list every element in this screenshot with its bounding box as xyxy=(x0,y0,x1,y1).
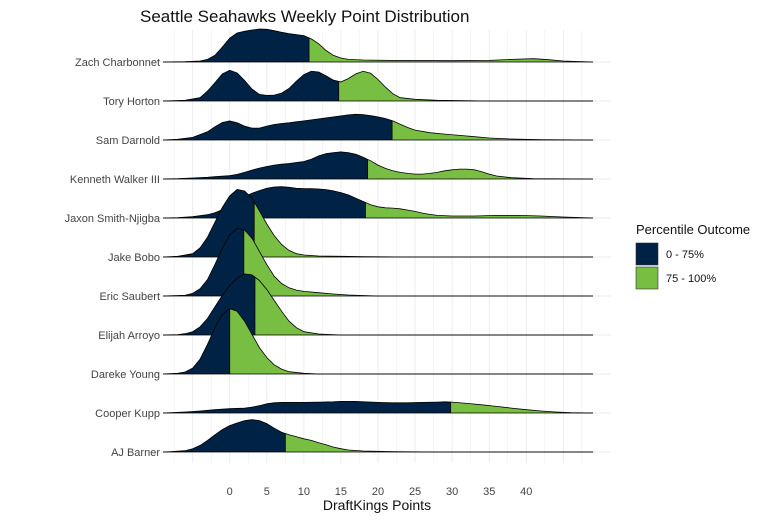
ridge-outline xyxy=(162,308,593,375)
y-label: Zach Charbonnet xyxy=(75,57,160,69)
y-label: Tory Horton xyxy=(103,96,160,108)
legend: Percentile Outcome 0 - 75% 75 - 100% xyxy=(635,222,750,290)
ridge-area-0-75 xyxy=(163,419,286,452)
x-axis-ticks: 0 5 10 15 20 25 30 35 40 xyxy=(227,486,533,498)
x-tick-label: 40 xyxy=(520,486,532,498)
ridge-sam-darnold xyxy=(162,113,594,141)
ridge-outline xyxy=(162,401,594,414)
ridge-area-75-100 xyxy=(309,37,593,62)
ridge-outline xyxy=(162,151,594,180)
ridge-area-0-75 xyxy=(163,29,310,62)
ridge-outline xyxy=(162,227,593,297)
y-axis-labels: Zach Charbonnet Tory Horton Sam Darnold Ken… xyxy=(65,57,161,459)
ridge-outline xyxy=(162,273,593,336)
x-tick-label: 30 xyxy=(446,486,458,498)
x-axis-title: DraftKings Points xyxy=(323,497,431,513)
ridge-cooper-kupp xyxy=(162,401,594,414)
y-label: Eric Saubert xyxy=(99,291,160,303)
ridge-outline xyxy=(162,188,593,258)
legend-label-0-75: 0 - 75% xyxy=(666,249,704,261)
ridge-outline xyxy=(162,69,593,102)
ridge-area-0-75 xyxy=(163,228,244,296)
x-tick-label: 10 xyxy=(298,486,310,498)
ridge-area-75-100 xyxy=(254,277,593,335)
ridge-area-75-100 xyxy=(243,229,594,296)
ridge-area-0-75 xyxy=(163,70,339,101)
legend-swatch-75-100 xyxy=(635,266,659,290)
ridge-area-75-100 xyxy=(229,308,593,374)
ridge-aj-barner xyxy=(162,419,593,453)
ridges xyxy=(162,28,594,453)
legend-label-75-100: 75 - 100% xyxy=(666,273,716,285)
x-tick-label: 0 xyxy=(227,486,233,498)
ridge-tory-horton xyxy=(162,69,593,102)
y-label: Jaxon Smith-Njigba xyxy=(65,213,161,225)
ridge-area-0-75 xyxy=(163,401,451,413)
ridge-area-75-100 xyxy=(367,159,593,179)
x-tick-label: 35 xyxy=(483,486,495,498)
y-label: Dareke Young xyxy=(91,369,160,381)
y-label: Kenneth Walker III xyxy=(70,174,160,186)
legend-title: Percentile Outcome xyxy=(636,222,750,237)
y-label: Sam Darnold xyxy=(96,135,160,147)
y-label: AJ Barner xyxy=(111,447,160,459)
chart-title: Seattle Seahawks Weekly Point Distributi… xyxy=(140,7,469,26)
ridge-outline xyxy=(162,28,594,63)
x-tick-label: 15 xyxy=(335,486,347,498)
ridge-area-0-75 xyxy=(163,308,230,374)
ridge-area-75-100 xyxy=(254,202,593,257)
ridge-area-75-100 xyxy=(450,402,593,413)
x-tick-label: 25 xyxy=(409,486,421,498)
ridge-outline xyxy=(162,113,594,141)
ridge-area-0-75 xyxy=(163,186,366,218)
legend-swatch-0-75 xyxy=(635,242,659,266)
ridge-area-0-75 xyxy=(163,151,368,179)
ridge-area-75-100 xyxy=(338,71,593,101)
ridge-kenneth-walker-iii xyxy=(162,151,594,180)
x-tick-label: 20 xyxy=(372,486,384,498)
ridge-area-75-100 xyxy=(392,120,593,140)
y-label: Cooper Kupp xyxy=(95,408,160,420)
y-label: Jake Bobo xyxy=(108,252,160,264)
ridge-dareke-young xyxy=(162,308,593,375)
ridge-area-75-100 xyxy=(365,202,593,218)
x-tick-label: 5 xyxy=(264,486,270,498)
ridge-area-75-100 xyxy=(285,433,593,452)
ridge-area-0-75 xyxy=(163,114,393,140)
y-label: Elijah Arroyo xyxy=(98,330,160,342)
ridge-outline xyxy=(162,419,593,453)
ridge-zach-charbonnet xyxy=(162,28,594,63)
